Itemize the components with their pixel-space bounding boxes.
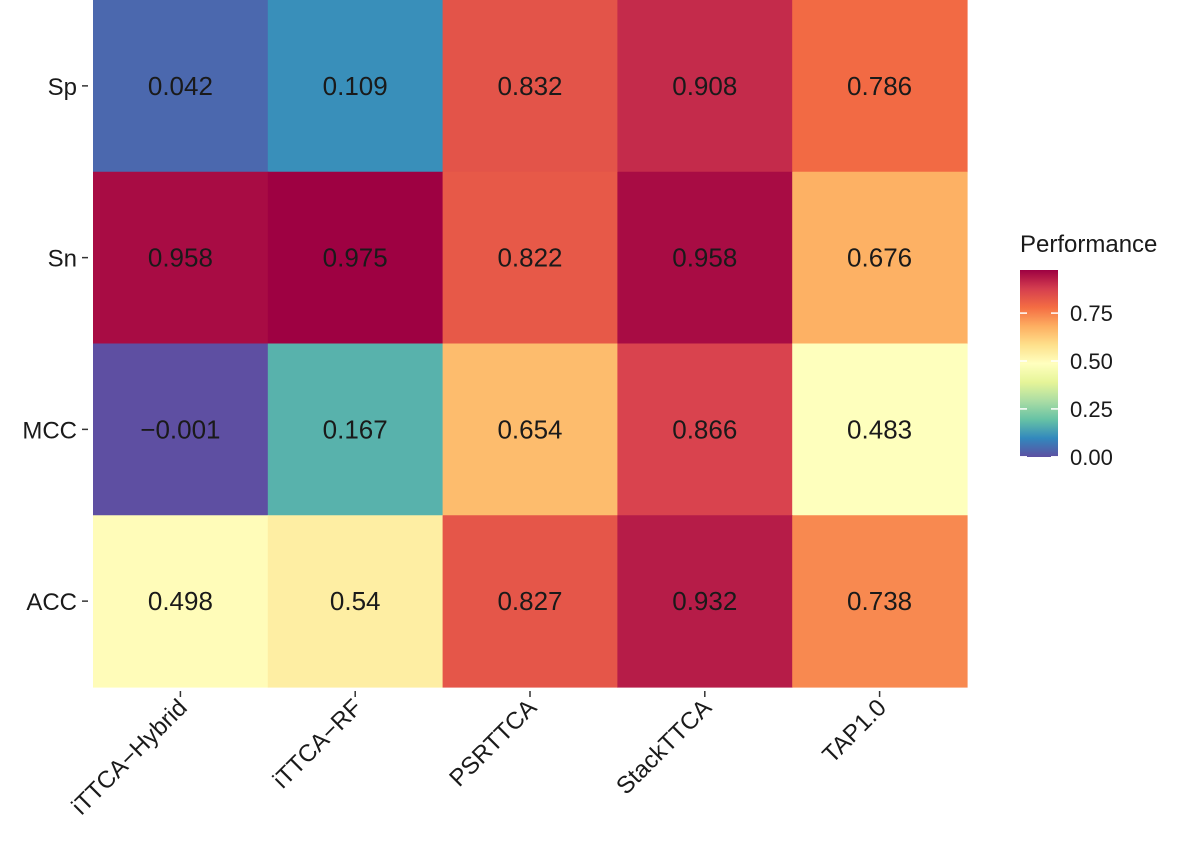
heatmap-cell bbox=[442, 515, 618, 688]
column-label: StackTTCA bbox=[611, 694, 717, 800]
cell-value-label: 0.786 bbox=[847, 71, 912, 101]
cell-value-label: −0.001 bbox=[140, 414, 220, 444]
heatmap-cell bbox=[792, 171, 968, 345]
cell-value-label: 0.042 bbox=[148, 71, 213, 101]
heatmap-cell bbox=[792, 0, 968, 173]
heatmap-cell bbox=[93, 515, 269, 688]
column-label: iTTCA−Hybrid bbox=[67, 694, 193, 820]
cell-value-label: 0.167 bbox=[323, 414, 388, 444]
cell-value-label: 0.827 bbox=[497, 586, 562, 616]
row-label: MCC bbox=[22, 417, 77, 444]
heatmap-cell bbox=[93, 343, 269, 516]
cell-value-label: 0.832 bbox=[497, 71, 562, 101]
row-axis: Sp Sn MCC ACC bbox=[22, 74, 88, 616]
heatmap-cell bbox=[617, 515, 793, 688]
heatmap-cell bbox=[617, 343, 793, 516]
cell-value-label: 0.975 bbox=[323, 243, 388, 273]
legend-tick-label: 0.75 bbox=[1070, 301, 1113, 326]
cell-value-label: 0.932 bbox=[672, 586, 737, 616]
heatmap-cell bbox=[442, 0, 618, 173]
cell-value-label: 0.958 bbox=[672, 243, 737, 273]
heatmap-cell bbox=[267, 0, 444, 173]
row-label: ACC bbox=[26, 589, 77, 616]
legend-ticks: 0.00 0.25 0.50 0.75 bbox=[1020, 301, 1113, 470]
cell-value-label: 0.738 bbox=[847, 586, 912, 616]
cell-value-label: 0.958 bbox=[148, 243, 213, 273]
heatmap-cell bbox=[617, 171, 793, 345]
row-label: Sn bbox=[48, 246, 77, 273]
legend-tick-label: 0.50 bbox=[1070, 349, 1113, 374]
heatmap-cell bbox=[93, 0, 269, 173]
heatmap-cell bbox=[617, 0, 793, 173]
heatmap-cell bbox=[93, 171, 269, 345]
column-label: TAP1.0 bbox=[817, 694, 891, 768]
heatmap-cell bbox=[267, 171, 444, 345]
cell-value-label: 0.54 bbox=[330, 586, 381, 616]
heatmap-cell bbox=[267, 343, 444, 516]
cell-value-label: 0.483 bbox=[847, 414, 912, 444]
cell-value-label: 0.676 bbox=[847, 243, 912, 273]
legend-title: Performance bbox=[1020, 231, 1157, 258]
heatmap-cell bbox=[792, 515, 968, 688]
cell-value-label: 0.498 bbox=[148, 586, 213, 616]
column-axis: iTTCA−Hybrid iTTCA−RF PSRTTCA StackTTCA TAP1… bbox=[67, 691, 892, 820]
legend-tick-label: 0.00 bbox=[1070, 445, 1113, 470]
cell-value-label: 0.822 bbox=[497, 243, 562, 273]
column-label: iTTCA−RF bbox=[268, 694, 368, 794]
heatmap-cell bbox=[792, 343, 968, 516]
heatmap-cell bbox=[442, 343, 618, 516]
cell-value-label: 0.908 bbox=[672, 71, 737, 101]
legend-colorbar bbox=[1020, 270, 1058, 457]
heatmap-cell bbox=[267, 515, 444, 688]
cell-value-label: 0.866 bbox=[672, 414, 737, 444]
heatmap-cells: 0.042 0.109 0.832 0.908 0.786 0.958 0.975 0.822… bbox=[93, 0, 968, 688]
row-label: Sp bbox=[48, 74, 77, 101]
cell-value-label: 0.109 bbox=[323, 71, 388, 101]
legend-tick-label: 0.25 bbox=[1070, 397, 1113, 422]
cell-value-label: 0.654 bbox=[497, 414, 562, 444]
legend: Performance 0.00 0.25 0.50 0.75 bbox=[1020, 231, 1157, 470]
column-label: PSRTTCA bbox=[444, 694, 542, 792]
heatmap-cell bbox=[442, 171, 618, 345]
